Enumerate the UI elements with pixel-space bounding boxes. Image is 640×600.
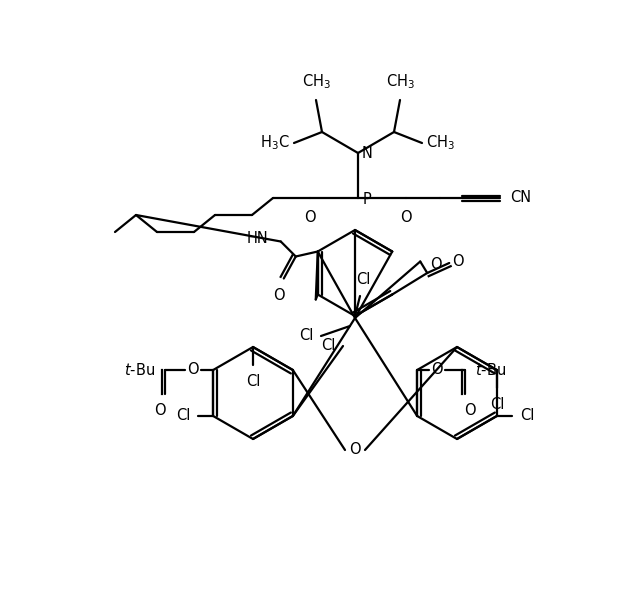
Text: O: O xyxy=(273,287,285,302)
Text: Cl: Cl xyxy=(520,409,534,424)
Text: Cl: Cl xyxy=(246,374,260,389)
Text: Cl: Cl xyxy=(176,409,190,424)
Text: $t$-Bu: $t$-Bu xyxy=(124,362,155,378)
Text: Cl: Cl xyxy=(299,329,313,343)
Text: N: N xyxy=(362,145,373,160)
Text: O: O xyxy=(349,443,361,457)
Text: O: O xyxy=(452,253,464,269)
Text: Cl: Cl xyxy=(321,338,335,353)
Text: O: O xyxy=(431,362,443,377)
Text: O: O xyxy=(430,257,442,272)
Text: O: O xyxy=(154,403,166,418)
Text: Cl: Cl xyxy=(490,397,504,412)
Text: CH$_3$: CH$_3$ xyxy=(426,134,455,152)
Text: Cl: Cl xyxy=(356,272,370,287)
Text: HN: HN xyxy=(247,231,269,246)
Text: O: O xyxy=(465,403,476,418)
Text: O: O xyxy=(304,210,316,225)
Text: O: O xyxy=(400,210,412,225)
Text: H$_3$C: H$_3$C xyxy=(260,134,290,152)
Text: O: O xyxy=(188,362,199,377)
Text: CH$_3$: CH$_3$ xyxy=(385,72,415,91)
Text: P: P xyxy=(363,193,372,208)
Text: $t$-Bu: $t$-Bu xyxy=(475,362,506,378)
Text: CN: CN xyxy=(510,191,531,205)
Text: CH$_3$: CH$_3$ xyxy=(301,72,330,91)
